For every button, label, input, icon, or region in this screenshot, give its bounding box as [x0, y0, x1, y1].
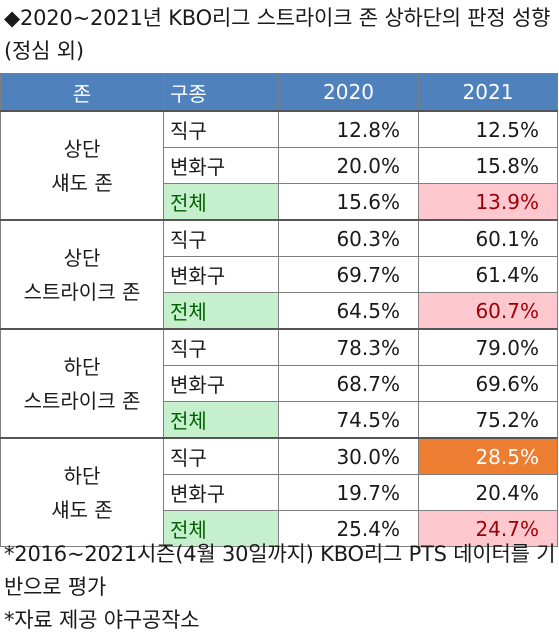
header-2020: 2020: [278, 73, 419, 112]
zone-line-2: 섀도 존: [51, 497, 113, 522]
header-zone: 존: [0, 73, 164, 112]
table-row: 변화구 68.7% 69.6%: [1, 365, 558, 402]
table-row: 변화구 20.0% 15.8%: [1, 147, 558, 184]
zone-line-1: 상단: [63, 245, 101, 270]
zone-line-2: 스트라이크 존: [23, 388, 141, 413]
value-2020: 64.5%: [278, 292, 419, 330]
value-2021: 20.4%: [418, 474, 558, 511]
kind-cell: 직구: [163, 328, 279, 366]
value-2021: 61.4%: [418, 256, 558, 293]
footnote-credit: *자료 제공 야구공작소: [4, 608, 200, 632]
header-kind: 구종: [163, 73, 279, 112]
footnote-source-data: *2016~2021시즌(4월 30일까지) KBO리그 PTS 데이터를 기반…: [4, 542, 556, 599]
table-row: 하단 섀도 존 직구 30.0% 28.5%: [0, 437, 558, 547]
value-2020: 15.6%: [278, 183, 419, 221]
value-2020: 19.7%: [278, 474, 419, 511]
header-2021: 2021: [418, 73, 558, 112]
table-title: ◆2020~2021년 KBO리그 스트라이크 존 상하단의 판정 성향(정심 …: [4, 6, 551, 63]
kind-cell: 변화구: [163, 365, 279, 402]
kind-cell: 변화구: [163, 147, 279, 184]
zone-line-1: 하단: [63, 354, 101, 379]
value-2020: 78.3%: [278, 328, 419, 366]
value-2020: 74.5%: [278, 401, 419, 439]
value-2020: 60.3%: [278, 219, 419, 257]
value-2021-highlight: 24.7%: [418, 510, 558, 547]
kind-cell: 직구: [163, 110, 279, 148]
total-label: 전체: [163, 401, 279, 439]
value-2020: 20.0%: [278, 147, 419, 184]
zone-line-1: 상단: [63, 136, 101, 161]
value-2021: 60.1%: [418, 219, 558, 257]
value-2021: 79.0%: [418, 328, 558, 366]
value-2021-strong-highlight: 28.5%: [418, 437, 558, 475]
zone-call-table: 존 구종 2020 2021 상단 섀도 존 직구 12.8% 12.5% 변화…: [0, 73, 558, 547]
zone-label-lower-strike: 하단 스트라이크 존: [0, 328, 164, 439]
table-row: 전체 74.5% 75.2%: [1, 401, 558, 439]
value-2020: 12.8%: [278, 110, 419, 148]
total-label: 전체: [163, 183, 279, 221]
zone-line-1: 하단: [63, 463, 101, 488]
table-row: 상단 스트라이크 존 직구 60.3% 60.1%: [0, 219, 558, 330]
table-row: 상단 섀도 존 직구 12.8% 12.5%: [0, 110, 558, 221]
zone-line-2: 섀도 존: [51, 170, 113, 195]
table-row: 하단 스트라이크 존 직구 78.3% 79.0%: [0, 328, 558, 439]
total-label: 전체: [163, 292, 279, 330]
value-2021-highlight: 60.7%: [418, 292, 558, 330]
kind-cell: 직구: [163, 219, 279, 257]
kind-cell: 변화구: [163, 256, 279, 293]
total-label: 전체: [163, 510, 279, 547]
value-2021: 15.8%: [418, 147, 558, 184]
zone-label-lower-shadow: 하단 섀도 존: [0, 437, 164, 547]
value-2021-highlight: 13.9%: [418, 183, 558, 221]
value-2020: 30.0%: [278, 437, 419, 475]
table-row: 전체 25.4% 24.7%: [1, 510, 558, 547]
header-row: 존 구종 2020 2021: [0, 73, 558, 112]
zone-label-upper-shadow: 상단 섀도 존: [0, 110, 164, 221]
value-2020: 68.7%: [278, 365, 419, 402]
kind-cell: 변화구: [163, 474, 279, 511]
kind-cell: 직구: [163, 437, 279, 475]
table-row: 전체 15.6% 13.9%: [1, 183, 558, 221]
value-2020: 25.4%: [278, 510, 419, 547]
table-row: 전체 64.5% 60.7%: [1, 292, 558, 330]
footnotes: *2016~2021시즌(4월 30일까지) KBO리그 PTS 데이터를 기반…: [4, 538, 556, 637]
value-2021: 12.5%: [418, 110, 558, 148]
value-2021: 69.6%: [418, 365, 558, 402]
zone-line-2: 스트라이크 존: [23, 279, 141, 304]
value-2021: 75.2%: [418, 401, 558, 439]
table-row: 변화구 69.7% 61.4%: [1, 256, 558, 293]
value-2020: 69.7%: [278, 256, 419, 293]
zone-label-upper-strike: 상단 스트라이크 존: [0, 219, 164, 330]
